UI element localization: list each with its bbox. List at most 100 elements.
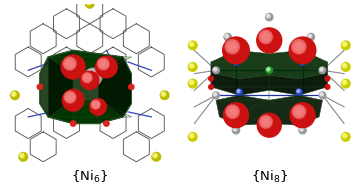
- Circle shape: [234, 60, 236, 62]
- Circle shape: [20, 153, 24, 158]
- Circle shape: [191, 65, 192, 67]
- Circle shape: [266, 14, 270, 18]
- Circle shape: [64, 58, 75, 69]
- Circle shape: [191, 135, 192, 137]
- Circle shape: [299, 59, 306, 65]
- Circle shape: [261, 117, 271, 127]
- Circle shape: [341, 63, 350, 71]
- Text: $\{$Ni$_6\}$: $\{$Ni$_6\}$: [71, 169, 108, 185]
- Circle shape: [234, 128, 236, 130]
- Circle shape: [190, 64, 193, 67]
- Circle shape: [292, 39, 306, 54]
- Circle shape: [237, 89, 240, 93]
- Polygon shape: [48, 100, 123, 124]
- Circle shape: [300, 127, 303, 131]
- Polygon shape: [48, 50, 123, 74]
- Circle shape: [236, 89, 242, 95]
- Circle shape: [190, 43, 193, 46]
- Circle shape: [190, 134, 193, 137]
- Circle shape: [300, 60, 303, 63]
- Circle shape: [214, 69, 216, 70]
- Circle shape: [191, 43, 192, 45]
- Circle shape: [344, 65, 345, 67]
- Circle shape: [268, 69, 269, 70]
- Circle shape: [263, 119, 269, 125]
- Circle shape: [321, 69, 322, 70]
- Circle shape: [237, 90, 240, 92]
- Circle shape: [343, 64, 346, 67]
- Circle shape: [37, 84, 42, 90]
- Circle shape: [87, 1, 90, 5]
- Circle shape: [214, 93, 217, 96]
- Circle shape: [12, 93, 15, 95]
- Circle shape: [309, 35, 311, 37]
- Circle shape: [214, 93, 216, 95]
- Circle shape: [86, 76, 89, 79]
- Circle shape: [11, 92, 16, 96]
- Circle shape: [189, 80, 194, 85]
- Circle shape: [298, 90, 299, 92]
- Circle shape: [104, 121, 109, 126]
- Circle shape: [102, 62, 105, 66]
- Circle shape: [342, 134, 346, 138]
- Circle shape: [188, 41, 197, 50]
- Circle shape: [234, 128, 236, 130]
- Circle shape: [85, 0, 94, 8]
- Circle shape: [226, 40, 238, 53]
- Circle shape: [342, 80, 347, 85]
- Circle shape: [21, 155, 23, 157]
- Circle shape: [66, 93, 74, 101]
- Circle shape: [13, 93, 15, 95]
- Circle shape: [62, 89, 84, 111]
- Circle shape: [341, 132, 350, 141]
- Circle shape: [261, 32, 271, 42]
- Circle shape: [82, 73, 92, 83]
- Circle shape: [83, 73, 92, 82]
- Circle shape: [294, 41, 304, 52]
- Circle shape: [101, 61, 106, 67]
- Circle shape: [21, 155, 23, 156]
- Circle shape: [342, 64, 346, 68]
- Circle shape: [87, 71, 94, 78]
- Circle shape: [214, 94, 216, 95]
- Circle shape: [229, 109, 236, 115]
- Polygon shape: [98, 54, 131, 124]
- Circle shape: [13, 93, 14, 95]
- Circle shape: [233, 127, 237, 131]
- Circle shape: [188, 132, 197, 141]
- Circle shape: [98, 59, 108, 69]
- Circle shape: [296, 89, 302, 95]
- Circle shape: [20, 154, 24, 157]
- Circle shape: [344, 135, 346, 137]
- Circle shape: [213, 92, 217, 96]
- Circle shape: [325, 76, 330, 81]
- Circle shape: [262, 33, 270, 41]
- Polygon shape: [216, 95, 322, 125]
- Circle shape: [86, 0, 91, 5]
- Circle shape: [321, 94, 322, 95]
- Circle shape: [153, 153, 157, 158]
- Circle shape: [214, 68, 216, 71]
- Circle shape: [238, 90, 239, 92]
- Circle shape: [225, 35, 228, 37]
- Circle shape: [215, 69, 216, 70]
- Circle shape: [234, 60, 236, 62]
- Circle shape: [226, 35, 228, 37]
- Circle shape: [214, 93, 216, 96]
- Circle shape: [209, 85, 213, 89]
- Circle shape: [308, 34, 312, 38]
- Circle shape: [295, 108, 303, 116]
- Circle shape: [290, 103, 315, 128]
- Circle shape: [68, 62, 72, 66]
- Circle shape: [12, 92, 15, 96]
- Circle shape: [226, 36, 227, 37]
- Circle shape: [299, 127, 303, 131]
- Circle shape: [190, 134, 193, 137]
- Circle shape: [188, 63, 197, 71]
- Circle shape: [162, 92, 165, 96]
- Circle shape: [91, 100, 100, 109]
- Circle shape: [343, 81, 346, 84]
- Circle shape: [267, 69, 269, 70]
- Circle shape: [90, 99, 106, 115]
- Circle shape: [267, 68, 270, 71]
